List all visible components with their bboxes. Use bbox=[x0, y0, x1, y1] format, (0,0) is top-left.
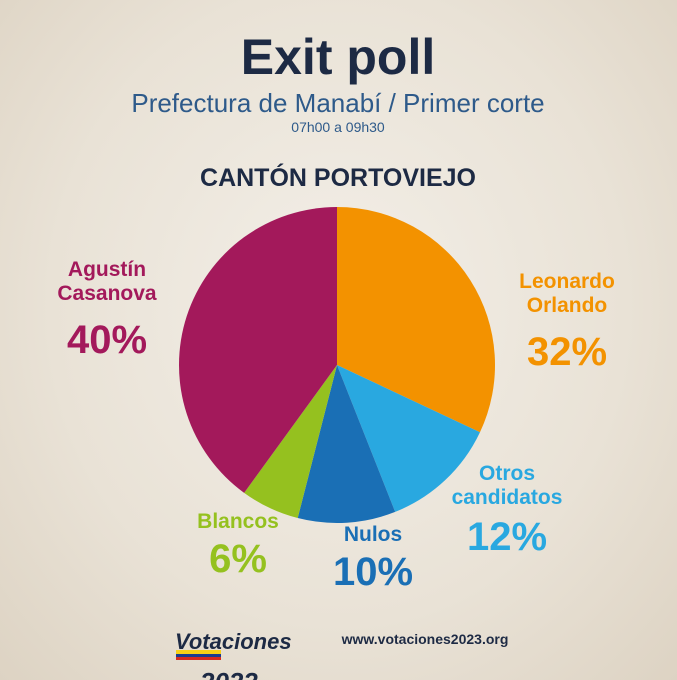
pie-slice bbox=[337, 365, 480, 512]
value-label: 40% bbox=[66, 318, 148, 362]
logo: Votaciones 2023 bbox=[175, 612, 347, 680]
value-label: 6% bbox=[209, 537, 267, 581]
title: Exit poll bbox=[240, 29, 436, 85]
slice-label: Agustín Casanova bbox=[57, 258, 157, 305]
url: www.votaciones2023.org bbox=[341, 631, 509, 647]
flag-stripe bbox=[176, 654, 221, 657]
value-label: 12% bbox=[466, 515, 548, 559]
pie-slice bbox=[297, 365, 396, 523]
chart-title: CANTÓN PORTOVIEJO bbox=[200, 164, 476, 192]
slice-label: Blancos bbox=[197, 510, 279, 533]
value-label: 32% bbox=[526, 330, 608, 374]
flag-stripe bbox=[176, 657, 221, 660]
logo-text: Votaciones bbox=[175, 629, 292, 654]
logo-year: 2023 bbox=[200, 669, 317, 680]
value-label: 10% bbox=[332, 550, 414, 594]
flag-stripe bbox=[176, 650, 221, 654]
pie-slice bbox=[337, 207, 495, 433]
slice-label: Nulos bbox=[343, 523, 403, 546]
time-range: 07h00 a 09h30 bbox=[291, 119, 385, 135]
pie-slice bbox=[179, 207, 337, 493]
pie-slice bbox=[244, 365, 337, 519]
slice-label: Leonardo Orlando bbox=[519, 270, 615, 317]
slice-label: Otros candidatos bbox=[451, 462, 563, 509]
subtitle: Prefectura de Manabí / Primer corte bbox=[131, 88, 545, 118]
